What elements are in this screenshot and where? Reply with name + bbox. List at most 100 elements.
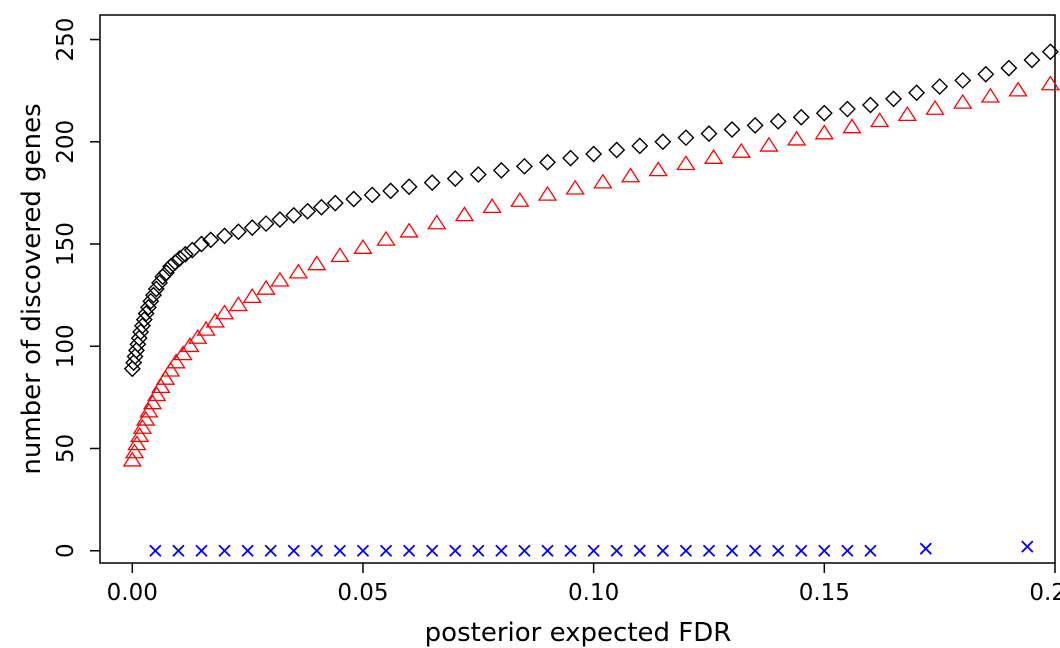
data-point-diamond [382, 182, 400, 200]
data-point-cross [449, 544, 462, 557]
data-point-diamond [908, 84, 926, 102]
y-tick-label: 0 [53, 543, 79, 558]
data-point-triangle [151, 377, 171, 393]
data-point-diamond [562, 149, 580, 167]
data-point-cross [610, 544, 623, 557]
data-point-triangle [427, 214, 447, 230]
data-point-diamond [193, 235, 210, 253]
data-point-diamond [243, 219, 261, 237]
data-point-triangle [565, 179, 585, 195]
data-point-cross [679, 544, 693, 557]
data-point-diamond [400, 178, 418, 196]
data-point-cross [518, 544, 531, 557]
data-point-triangle [166, 353, 186, 369]
data-point-diamond [1000, 59, 1018, 77]
data-point-triangle [127, 435, 147, 451]
data-point-diamond [147, 280, 165, 298]
data-point-triangle [980, 87, 1001, 103]
data-point-cross [426, 544, 439, 557]
data-point-diamond [539, 153, 557, 171]
data-point-triangle [482, 198, 502, 214]
data-point-triangle [256, 279, 276, 295]
data-point-triangle [703, 148, 724, 164]
data-point-triangle [593, 173, 613, 189]
data-point-cross [748, 544, 762, 557]
y-tick-label: 250 [53, 18, 79, 62]
data-point-cross [333, 544, 347, 557]
x-axis: 0.00 0.05 0.10 0.15 0.20 [107, 563, 1060, 606]
data-point-diamond [469, 166, 487, 183]
data-point-diamond [1041, 43, 1059, 61]
data-point-diamond [792, 108, 810, 126]
x-tick-label: 0.20 [1029, 580, 1060, 606]
y-tick-label: 100 [53, 324, 79, 368]
data-point-diamond [838, 100, 856, 118]
data-point-diamond [139, 298, 157, 316]
data-point-diamond [677, 129, 695, 147]
data-point-cross [818, 544, 831, 557]
y-tick-label: 200 [53, 120, 79, 164]
data-point-triangle [139, 402, 159, 418]
data-point-triangle [869, 112, 890, 128]
data-point-cross [218, 544, 231, 557]
data-point-diamond [142, 292, 160, 310]
data-point-cross [379, 544, 393, 557]
y-tick-label: 150 [53, 222, 79, 266]
data-point-cross [264, 544, 277, 557]
x-tick-label: 0.00 [107, 580, 158, 606]
data-point-cross [310, 544, 323, 557]
data-point-diamond [954, 71, 972, 89]
data-point-cross [919, 542, 932, 555]
data-point-diamond [931, 78, 949, 96]
data-point-diamond [746, 116, 764, 134]
data-point-cross [702, 544, 716, 557]
data-point-cross [564, 544, 577, 557]
data-point-triangle [205, 312, 226, 328]
data-point-diamond [585, 145, 603, 163]
data-point-diamond [861, 96, 879, 114]
data-point-triangle [842, 118, 862, 134]
data-point-diamond [608, 141, 626, 159]
data-point-triangle [510, 191, 530, 207]
data-point-triangle [288, 263, 309, 279]
data-point-triangle [731, 142, 751, 158]
data-points [122, 43, 1060, 557]
data-point-cross [725, 544, 739, 557]
data-point-triangle [786, 130, 807, 146]
data-point-diamond [145, 286, 163, 304]
data-point-diamond [492, 161, 510, 179]
data-point-triangle [648, 161, 668, 177]
data-point-triangle [142, 394, 163, 410]
data-point-triangle [1008, 81, 1028, 97]
data-point-triangle [155, 369, 176, 385]
data-point-cross [149, 544, 162, 557]
data-point-diamond [299, 202, 317, 220]
data-point-cross [172, 544, 185, 557]
data-point-triangle [124, 443, 145, 459]
data-point-triangle [1040, 75, 1060, 91]
x-axis-title: posterior expected FDR [425, 618, 732, 648]
data-point-diamond [151, 274, 169, 292]
data-point-triangle [676, 155, 696, 171]
data-point-triangle [173, 345, 193, 361]
data-point-diamond [271, 210, 289, 228]
x-tick-label: 0.10 [568, 580, 619, 606]
data-point-triangle [620, 167, 641, 183]
y-tick-label: 50 [53, 434, 79, 463]
data-point-diamond [285, 206, 303, 224]
data-point-cross [864, 544, 877, 557]
data-point-diamond [723, 121, 741, 138]
data-point-triangle [122, 451, 142, 467]
data-point-triangle [399, 222, 419, 238]
data-point-diamond [423, 174, 441, 192]
data-point-cross [633, 544, 646, 557]
data-point-triangle [196, 320, 216, 336]
y-axis-title: number of discovered genes [17, 103, 47, 474]
data-point-cross [656, 544, 669, 557]
y-axis: 0 50 100 150 200 250 [53, 18, 100, 558]
data-point-diamond [654, 133, 672, 151]
data-point-triangle [814, 124, 835, 140]
data-point-triangle [228, 296, 249, 312]
data-point-cross [287, 544, 300, 557]
